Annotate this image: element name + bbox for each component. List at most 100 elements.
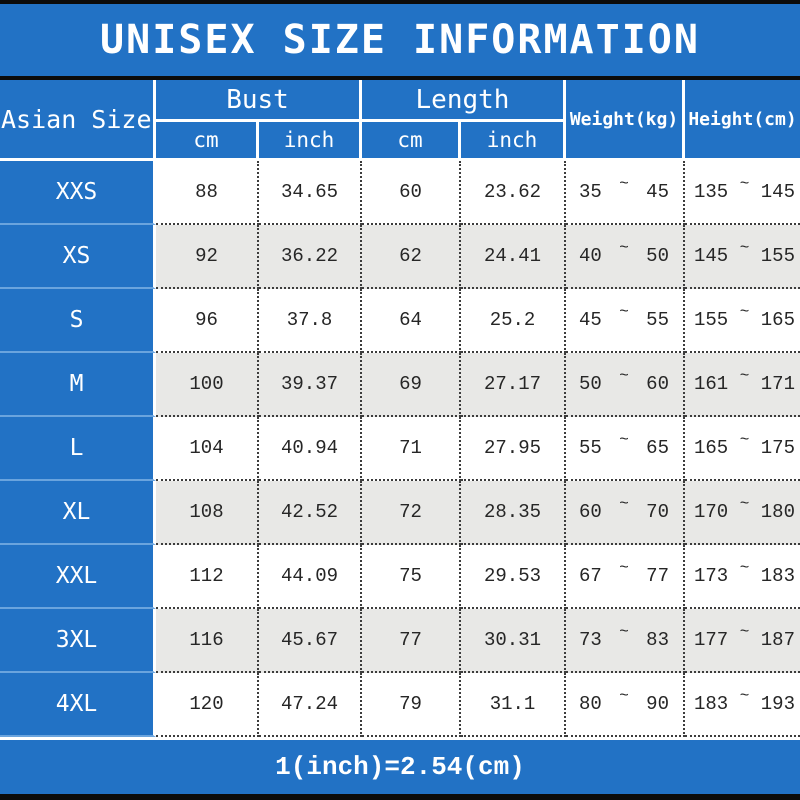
weight-min: 55 (579, 437, 602, 459)
height-range-cell: 177 ~ 187 (685, 609, 800, 673)
tilde-separator: ~ (619, 495, 629, 513)
length-cm-cell: 60 (362, 161, 461, 225)
size-cell: XXL (0, 545, 156, 609)
table-row-xs: XS 92 36.22 62 24.41 40 ~ 50 145 ~ 155 (0, 225, 800, 289)
bust-cm-cell: 104 (156, 417, 259, 481)
size-cell: XXS (0, 161, 156, 225)
table-row-xl: XL 108 42.52 72 28.35 60 ~ 70 170 ~ 180 (0, 481, 800, 545)
header-bust: Bust (156, 80, 362, 122)
bust-cm-cell: 108 (156, 481, 259, 545)
size-cell: 3XL (0, 609, 156, 673)
bust-cm-cell: 120 (156, 673, 259, 737)
length-cm-cell: 69 (362, 353, 461, 417)
weight-range-cell: 35 ~ 45 (566, 161, 685, 225)
bust-cm-cell: 88 (156, 161, 259, 225)
height-max: 145 (760, 181, 795, 203)
tilde-separator: ~ (619, 431, 629, 449)
length-cm-cell: 75 (362, 545, 461, 609)
length-inch-cell: 25.2 (461, 289, 566, 353)
height-min: 135 (694, 181, 729, 203)
length-inch-cell: 30.31 (461, 609, 566, 673)
height-max: 175 (760, 437, 795, 459)
height-range-cell: 155 ~ 165 (685, 289, 800, 353)
header-weight: Weight(kg) (566, 80, 685, 158)
length-cm-cell: 71 (362, 417, 461, 481)
bust-inch-cell: 47.24 (259, 673, 362, 737)
tilde-separator: ~ (619, 559, 629, 577)
tilde-separator: ~ (619, 303, 629, 321)
bust-cm-cell: 96 (156, 289, 259, 353)
length-inch-cell: 31.1 (461, 673, 566, 737)
tilde-separator: ~ (619, 367, 629, 385)
height-max: 171 (760, 373, 795, 395)
bust-inch-cell: 34.65 (259, 161, 362, 225)
weight-range-cell: 67 ~ 77 (566, 545, 685, 609)
weight-max: 90 (646, 693, 669, 715)
header-length-cm: cm (362, 122, 461, 158)
tilde-separator: ~ (739, 303, 750, 321)
top-border-bar (0, 0, 800, 4)
height-min: 183 (694, 693, 729, 715)
height-range-cell: 170 ~ 180 (685, 481, 800, 545)
header-bust-inch: inch (259, 122, 362, 158)
height-range-cell: 161 ~ 171 (685, 353, 800, 417)
bust-cm-cell: 92 (156, 225, 259, 289)
weight-range-cell: 40 ~ 50 (566, 225, 685, 289)
weight-max: 50 (646, 245, 669, 267)
weight-min: 73 (579, 629, 602, 651)
height-min: 165 (694, 437, 729, 459)
size-cell: XS (0, 225, 156, 289)
length-cm-cell: 79 (362, 673, 461, 737)
size-cell: S (0, 289, 156, 353)
page-title: UNISEX SIZE INFORMATION (100, 17, 700, 63)
length-inch-cell: 24.41 (461, 225, 566, 289)
weight-range-cell: 50 ~ 60 (566, 353, 685, 417)
size-cell: 4XL (0, 673, 156, 737)
height-min: 161 (694, 373, 729, 395)
weight-max: 65 (646, 437, 669, 459)
table-row-m: M 100 39.37 69 27.17 50 ~ 60 161 ~ 171 (0, 353, 800, 417)
tilde-separator: ~ (739, 495, 750, 513)
weight-min: 40 (579, 245, 602, 267)
height-max: 165 (760, 309, 795, 331)
length-inch-cell: 27.17 (461, 353, 566, 417)
height-max: 155 (760, 245, 795, 267)
table-row-xxl: XXL 112 44.09 75 29.53 67 ~ 77 173 ~ 183 (0, 545, 800, 609)
size-cell: L (0, 417, 156, 481)
length-cm-cell: 62 (362, 225, 461, 289)
weight-range-cell: 80 ~ 90 (566, 673, 685, 737)
weight-max: 77 (646, 565, 669, 587)
table-row-l: L 104 40.94 71 27.95 55 ~ 65 165 ~ 175 (0, 417, 800, 481)
bust-inch-cell: 36.22 (259, 225, 362, 289)
tilde-separator: ~ (739, 687, 750, 705)
tilde-separator: ~ (619, 239, 629, 257)
bust-inch-cell: 44.09 (259, 545, 362, 609)
height-range-cell: 173 ~ 183 (685, 545, 800, 609)
conversion-note: 1(inch)=2.54(cm) (275, 752, 525, 782)
header-height: Height(cm) (685, 80, 800, 158)
bust-inch-cell: 42.52 (259, 481, 362, 545)
weight-min: 35 (579, 181, 602, 203)
bust-cm-cell: 100 (156, 353, 259, 417)
height-max: 180 (760, 501, 795, 523)
bust-inch-cell: 45.67 (259, 609, 362, 673)
weight-range-cell: 55 ~ 65 (566, 417, 685, 481)
footer-band: 1(inch)=2.54(cm) (0, 740, 800, 794)
height-min: 177 (694, 629, 729, 651)
table-row-4xl: 4XL 120 47.24 79 31.1 80 ~ 90 183 ~ 193 (0, 673, 800, 737)
table-row-s: S 96 37.8 64 25.2 45 ~ 55 155 ~ 165 (0, 289, 800, 353)
tilde-separator: ~ (739, 175, 750, 193)
table-body: XXS 88 34.65 60 23.62 35 ~ 45 135 ~ 145 … (0, 161, 800, 737)
weight-min: 60 (579, 501, 602, 523)
tilde-separator: ~ (739, 239, 750, 257)
height-max: 187 (760, 629, 795, 651)
title-band: UNISEX SIZE INFORMATION (0, 4, 800, 76)
weight-max: 60 (646, 373, 669, 395)
header-bust-cm: cm (156, 122, 259, 158)
height-range-cell: 145 ~ 155 (685, 225, 800, 289)
tilde-separator: ~ (739, 431, 750, 449)
table-row-xxs: XXS 88 34.65 60 23.62 35 ~ 45 135 ~ 145 (0, 161, 800, 225)
length-cm-cell: 72 (362, 481, 461, 545)
footer-gap-line (0, 737, 800, 740)
